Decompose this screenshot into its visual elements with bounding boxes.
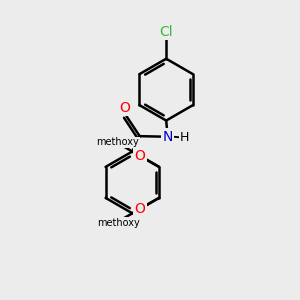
Text: methoxy: methoxy (97, 137, 139, 148)
Text: Cl: Cl (159, 25, 173, 39)
Text: methoxy: methoxy (97, 218, 140, 228)
Text: O: O (134, 202, 146, 216)
Text: N: N (163, 130, 173, 144)
Text: H: H (180, 131, 189, 144)
Text: O: O (119, 101, 130, 115)
Text: O: O (134, 149, 146, 163)
